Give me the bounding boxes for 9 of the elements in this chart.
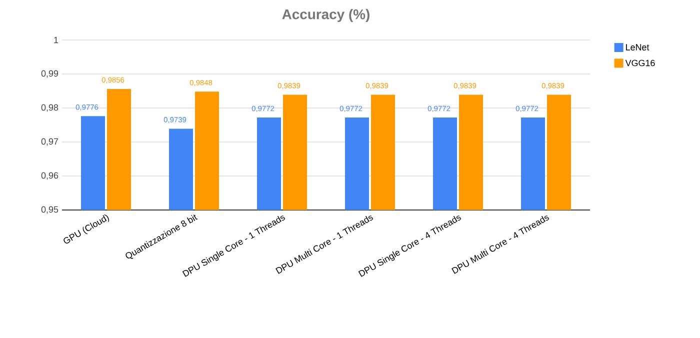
y-tick-label: 0,97 [41,138,58,146]
y-tick-label: 0,96 [41,172,58,180]
chart-title: Accuracy (%) [282,9,370,22]
legend-label: LeNet [626,44,650,50]
y-tick-label: 0,99 [41,70,58,78]
y-tick-label: 0,95 [41,206,58,214]
y-tick-label: 0,98 [41,104,58,112]
legend-label: VGG16 [625,60,655,66]
y-tick-label: 1 [54,36,58,44]
